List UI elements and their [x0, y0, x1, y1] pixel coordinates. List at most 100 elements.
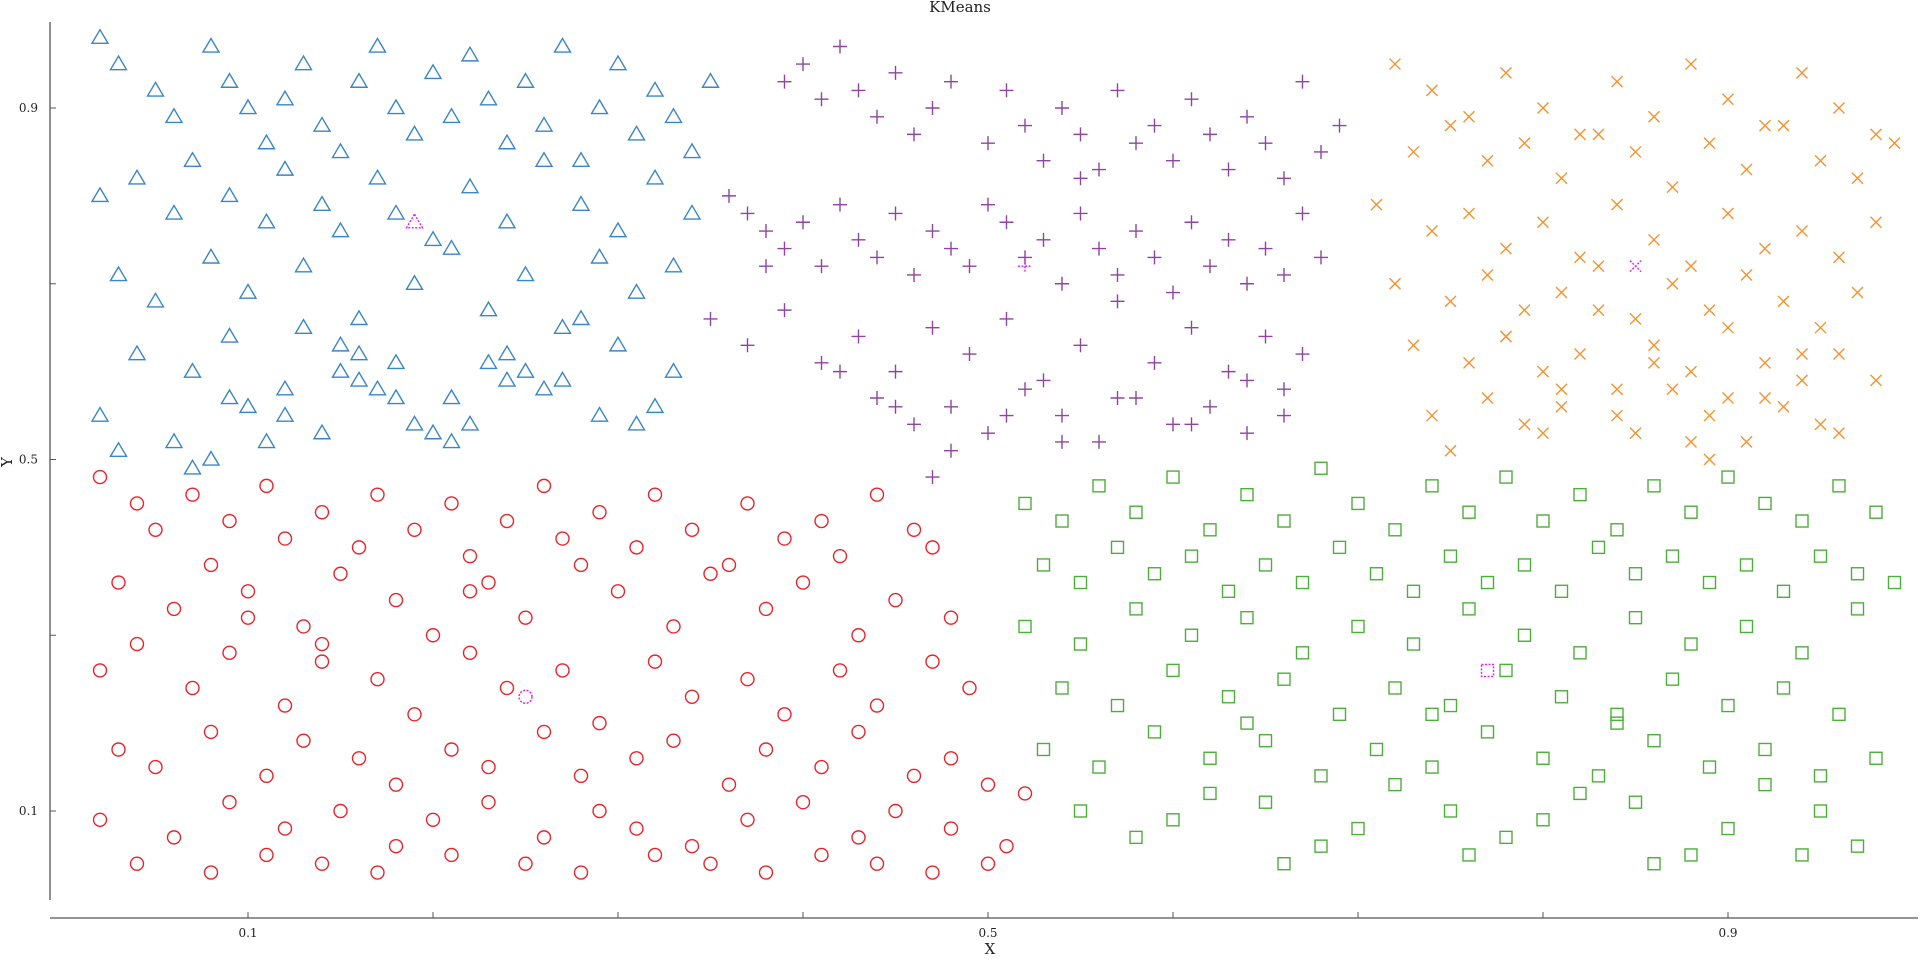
data-point-plus: [925, 101, 940, 115]
data-point-circle: [758, 865, 774, 880]
data-point-plus: [999, 311, 1014, 326]
series-triangle: [90, 28, 720, 475]
data-point-x: [1870, 128, 1882, 141]
data-point-circle: [314, 856, 330, 871]
data-point-triangle: [405, 124, 424, 141]
data-point-circle: [240, 610, 256, 625]
data-point-square: [1277, 514, 1291, 528]
data-point-plus: [1147, 250, 1162, 265]
data-point-circle: [832, 548, 848, 564]
data-point-triangle: [608, 54, 628, 71]
data-point-x: [1500, 330, 1512, 343]
data-point-x: [1611, 198, 1623, 211]
data-point-square: [1406, 584, 1421, 599]
data-point-triangle: [349, 371, 369, 387]
data-point-circle: [999, 838, 1014, 854]
data-point-plus: [925, 224, 940, 239]
data-point-square: [1129, 602, 1143, 616]
data-point-triangle: [294, 318, 313, 334]
data-point-square: [1240, 716, 1254, 730]
data-point-square: [1536, 514, 1550, 528]
data-point-triangle: [386, 204, 406, 220]
data-point-circle: [592, 505, 607, 520]
data-point-plus: [1332, 118, 1347, 133]
data-point-plus: [851, 83, 866, 98]
data-point-circle: [277, 531, 293, 546]
data-point-plus: [796, 215, 810, 230]
data-point-x: [1389, 277, 1401, 290]
data-point-triangle: [701, 72, 720, 88]
data-point-circle: [721, 557, 737, 573]
data-point-square: [1036, 558, 1051, 572]
data-point-square: [1795, 646, 1809, 660]
data-point-x: [1722, 391, 1734, 404]
data-point-plus: [944, 443, 958, 458]
data-point-square: [1055, 514, 1069, 528]
data-point-x: [1648, 233, 1660, 246]
data-point-plus: [999, 83, 1014, 98]
data-point-circle: [592, 715, 607, 731]
data-point-plus: [925, 320, 940, 335]
data-point-plus: [999, 408, 1014, 423]
data-point-plus: [777, 241, 792, 256]
data-point-square: [1499, 663, 1513, 678]
data-point-circle: [222, 513, 237, 529]
data-point-circle: [277, 821, 293, 836]
data-point-plus: [1073, 338, 1088, 353]
data-point-circle: [351, 751, 367, 766]
data-point-triangle: [386, 98, 406, 115]
data-point-triangle: [275, 379, 295, 396]
data-point-triangle: [349, 309, 369, 326]
data-point-circle: [536, 478, 552, 494]
data-point-square: [1758, 496, 1772, 511]
data-point-square: [1610, 716, 1624, 730]
data-point-plus: [1221, 364, 1236, 379]
data-point-circle: [444, 496, 459, 511]
data-point-x: [1777, 400, 1790, 413]
data-point-triangle: [238, 283, 258, 299]
data-point-square: [1850, 567, 1865, 581]
data-point-circle: [740, 812, 755, 827]
data-point-circle: [814, 513, 829, 529]
data-point-square: [1758, 742, 1772, 757]
data-point-circle: [148, 522, 163, 537]
data-point-circle: [703, 856, 718, 871]
data-point-x: [1518, 418, 1531, 431]
data-point-plus: [981, 136, 995, 151]
data-point-square: [1721, 698, 1735, 713]
data-point-square: [1221, 690, 1236, 704]
data-points: [90, 28, 1902, 880]
data-point-circle: [333, 803, 348, 819]
data-point-circle: [425, 628, 441, 643]
data-point-circle: [481, 575, 496, 590]
data-point-plus: [1092, 241, 1106, 256]
data-point-square: [1813, 804, 1828, 818]
data-point-triangle: [645, 168, 665, 185]
data-point-plus: [888, 65, 903, 80]
data-point-square: [1776, 681, 1791, 695]
data-point-triangle: [312, 195, 332, 211]
data-point-plus: [1110, 294, 1125, 309]
data-point-square: [1388, 681, 1402, 695]
data-point-x: [1777, 119, 1790, 132]
data-point-triangle: [534, 151, 554, 168]
data-point-plus: [1166, 285, 1180, 300]
data-point-x: [1518, 304, 1531, 317]
data-point-plus: [777, 74, 792, 89]
data-point-plus: [851, 329, 866, 344]
data-point-x: [1814, 154, 1827, 167]
data-point-square: [1684, 505, 1698, 519]
series-x: [1370, 58, 1901, 466]
data-point-x: [1796, 225, 1808, 238]
data-point-x: [1611, 383, 1623, 396]
data-point-triangle: [497, 344, 517, 361]
data-point-square: [1351, 619, 1365, 634]
data-point-plus: [925, 470, 940, 485]
data-point-plus: [1277, 382, 1291, 397]
data-point-x: [1629, 312, 1642, 325]
data-point-square: [1314, 769, 1328, 783]
data-point-plus: [907, 267, 921, 282]
data-point-circle: [888, 592, 903, 608]
data-point-x: [1574, 128, 1586, 141]
data-point-square: [1314, 839, 1328, 853]
